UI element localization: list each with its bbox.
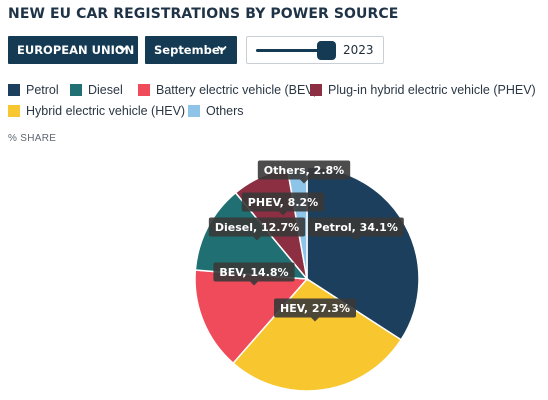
unit-label: % SHARE	[8, 133, 57, 144]
slider-track-fill	[256, 49, 327, 52]
pie-slice-hev[interactable]	[232, 278, 403, 392]
data-label-text: HEV, 27.3%	[280, 302, 350, 315]
legend-swatch	[138, 84, 150, 96]
legend-swatch	[310, 84, 322, 96]
data-label-bev: BEV, 14.8%	[213, 262, 295, 286]
year-slider[interactable]: 2023	[246, 36, 384, 64]
legend-label: Petrol	[26, 83, 59, 97]
year-value: 2023	[343, 43, 374, 57]
legend-item-phev[interactable]: Plug-in hybrid electric vehicle (PHEV)	[310, 83, 536, 97]
legend-swatch	[8, 84, 20, 96]
legend-swatch	[188, 105, 200, 117]
data-label-diesel: Diesel, 12.7%	[208, 217, 306, 241]
legend-swatch	[70, 84, 82, 96]
legend-label: Battery electric vehicle (BEV)	[156, 83, 318, 97]
legend-item-petrol[interactable]: Petrol	[8, 83, 59, 97]
chevron-down-icon	[217, 45, 227, 52]
data-label-others: Others, 2.8%	[257, 160, 351, 184]
slider-thumb[interactable]	[316, 41, 336, 60]
legend-label: Diesel	[88, 83, 123, 97]
legend-label: Plug-in hybrid electric vehicle (PHEV)	[328, 83, 536, 97]
chevron-down-icon	[118, 45, 128, 52]
legend-item-bev[interactable]: Battery electric vehicle (BEV)	[138, 83, 318, 97]
data-label-petrol: Petrol, 34.1%	[308, 217, 404, 241]
pie-slice-bev[interactable]	[194, 269, 309, 365]
legend-label: Hybrid electric vehicle (HEV)	[26, 104, 186, 118]
slider-track[interactable]	[256, 49, 336, 52]
month-select-value: September	[154, 43, 226, 57]
data-label-phev: PHEV, 8.2%	[241, 192, 325, 216]
legend-swatch	[8, 105, 20, 117]
region-select-value: EUROPEAN UNION	[17, 43, 135, 57]
legend-item-others[interactable]: Others	[188, 104, 244, 118]
data-label-text: Petrol, 34.1%	[314, 221, 398, 234]
region-select[interactable]: EUROPEAN UNION	[8, 36, 138, 64]
data-label-text: Others, 2.8%	[264, 164, 344, 177]
data-label-hev: HEV, 27.3%	[274, 298, 356, 322]
data-label-text: BEV, 14.8%	[219, 266, 288, 279]
legend-item-hev[interactable]: Hybrid electric vehicle (HEV)	[8, 104, 185, 118]
data-label-text: PHEV, 8.2%	[248, 196, 318, 209]
legend-item-diesel[interactable]: Diesel	[70, 83, 123, 97]
legend-label: Others	[206, 104, 244, 118]
month-select[interactable]: September	[145, 36, 237, 64]
data-label-text: Diesel, 12.7%	[215, 221, 299, 234]
chart-title: NEW EU CAR REGISTRATIONS BY POWER SOURCE	[8, 6, 399, 22]
